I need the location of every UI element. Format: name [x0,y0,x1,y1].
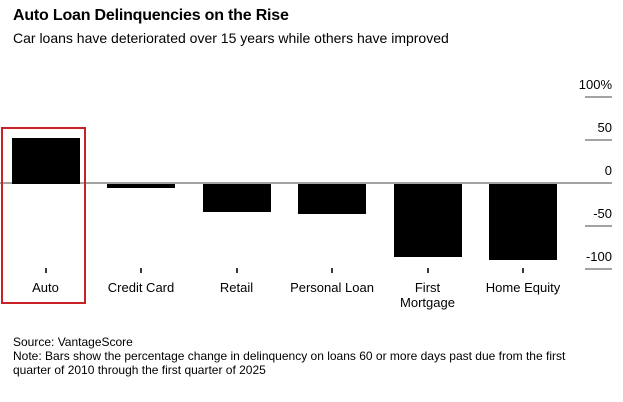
y-axis-label: -50 [593,206,612,221]
plot-area: 100% 50 0 -50 -100 Auto Credit Card Retail Perso… [0,60,623,320]
category-label-home-equity: Home Equity [485,280,561,295]
chart-subtitle: Car loans have deteriorated over 15 year… [13,30,449,46]
y-axis-tick [585,268,612,270]
y-axis-label: 50 [597,120,612,135]
x-axis-tick [331,268,333,273]
chart-title: Auto Loan Delinquencies on the Rise [13,7,289,24]
y-axis-tick [585,225,612,227]
category-label-auto: Auto [32,280,59,295]
x-axis-tick [426,268,429,273]
bar-retail [202,184,271,212]
category-label-first-mortgage: First Mortgage [400,280,455,310]
note-text: Note: Bars show the percentage change in… [13,349,566,377]
source-text: Source: VantageScore [13,335,133,349]
x-axis-tick [140,268,142,273]
bar-auto [11,138,80,184]
category-label-credit-card: Credit Card [107,280,175,295]
category-label-personal-loan: Personal Loan [290,280,374,295]
y-axis-label: -100 [585,249,612,264]
category-label-retail: Retail [219,280,254,295]
x-axis-tick [235,268,238,273]
x-axis-tick [44,268,47,273]
y-axis-label: 100% [578,77,612,92]
bar-home-equity [489,184,557,260]
y-axis-tick [585,139,612,141]
bar-personal-loan [298,184,366,215]
bar-credit-card [107,184,175,189]
y-axis-tick [585,96,612,98]
highlight-box-auto [1,127,86,304]
bar-first-mortgage [393,184,462,258]
zero-axis-line [0,182,612,184]
y-axis-label: 0 [604,163,612,178]
x-axis-tick [522,268,524,273]
